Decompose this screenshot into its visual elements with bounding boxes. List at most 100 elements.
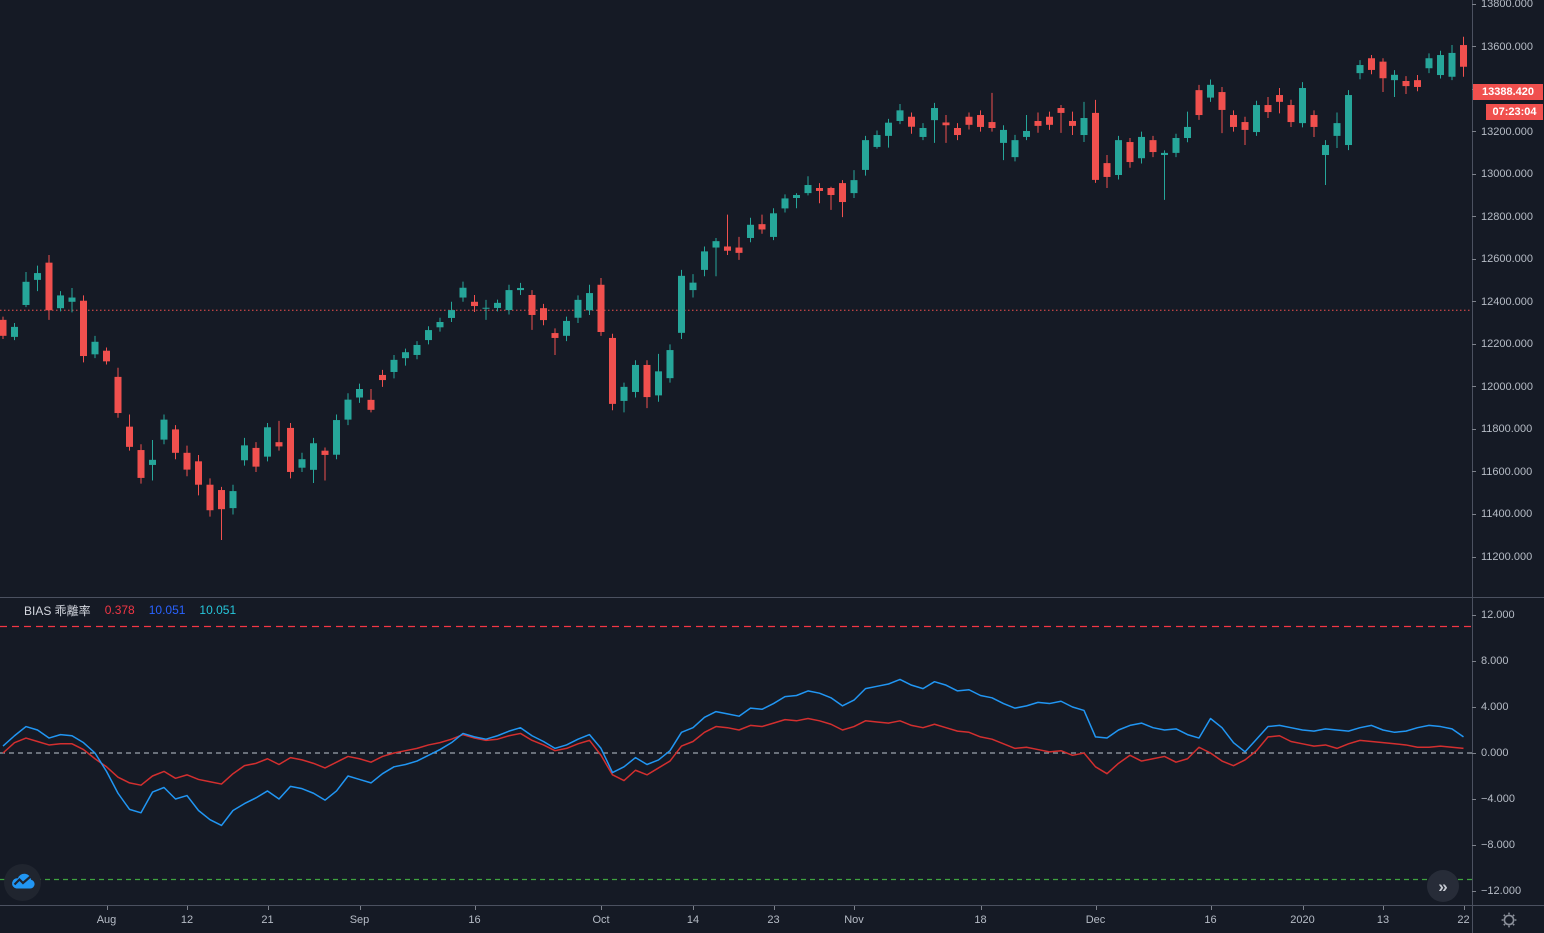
last-price-badge: 13388.420: [1473, 83, 1543, 100]
time-axis-tick: [1383, 906, 1384, 910]
candle: [471, 294, 478, 312]
price-axis-tick: [1472, 798, 1476, 800]
candle: [735, 236, 743, 260]
logo-cloud-icon: [12, 873, 35, 889]
price-axis-label: 12000.000: [1481, 380, 1533, 393]
candle: [275, 420, 283, 451]
price-axis-tick: [1472, 752, 1476, 754]
candle: [229, 484, 237, 515]
time-axis-label: Aug: [96, 914, 117, 926]
candle: [356, 383, 363, 403]
price-axis-label: 0.000: [1481, 747, 1509, 759]
candle: [91, 335, 99, 359]
bar-countdown-badge: 07:23:04: [1486, 103, 1543, 120]
candle: [954, 123, 961, 141]
candle: [114, 367, 122, 418]
candle: [425, 326, 432, 345]
time-axis-label: 22: [1457, 914, 1470, 926]
price-axis-tick: [1472, 3, 1476, 5]
time-axis-tick: [980, 906, 982, 910]
candle: [149, 440, 156, 481]
candle: [793, 193, 800, 209]
candle: [701, 246, 708, 277]
candle: [540, 303, 547, 326]
candlestick-pane[interactable]: [0, 0, 1472, 597]
settings-gear-icon[interactable]: [1499, 910, 1519, 930]
candle: [1276, 88, 1283, 114]
candle: [298, 452, 306, 472]
candle: [551, 328, 559, 355]
chart-logo-button[interactable]: [4, 864, 41, 901]
candle: [1149, 135, 1157, 158]
candle: [436, 317, 444, 332]
candle: [1425, 53, 1433, 74]
price-axis-border: [1472, 0, 1473, 933]
candle: [1322, 140, 1329, 186]
candle: [850, 170, 858, 198]
candle: [80, 295, 87, 363]
indicator-value-3: 10.051: [199, 603, 237, 617]
candle: [839, 180, 846, 218]
candle: [1115, 135, 1122, 180]
time-axis-tick: [693, 906, 694, 910]
price-axis-tick: [1472, 660, 1476, 662]
time-axis-label: 2020: [1290, 914, 1315, 926]
candle: [126, 414, 133, 451]
price-axis-tick: [1472, 471, 1476, 473]
candle: [11, 323, 18, 341]
candle: [402, 348, 409, 366]
time-axis-tick: [474, 906, 476, 910]
candle: [620, 382, 628, 413]
candle: [747, 217, 754, 243]
candle: [1287, 99, 1295, 127]
candle: [459, 281, 467, 302]
candle: [1391, 70, 1398, 97]
price-axis-label: −4.000: [1481, 793, 1515, 805]
indicator-legend: BIAS 乖離率 0.378 10.051 10.051: [24, 601, 236, 619]
candle: [1195, 84, 1203, 120]
candle: [1184, 111, 1191, 143]
price-axis-label: 4.000: [1481, 701, 1509, 713]
candle: [597, 277, 605, 336]
candle: [1126, 138, 1134, 168]
price-axis-tick: [1472, 513, 1476, 515]
collapse-indicator-button[interactable]: »: [1427, 870, 1459, 902]
candle: [287, 423, 294, 479]
candle: [724, 214, 731, 255]
time-axis-tick: [1463, 906, 1465, 910]
bias-indicator-pane[interactable]: [0, 597, 1472, 905]
candle: [609, 333, 616, 411]
candle: [977, 110, 984, 132]
indicator-value-1: 0.378: [104, 603, 135, 617]
candle: [0, 316, 7, 340]
candle: [413, 341, 421, 360]
time-axis-label: Oct: [592, 914, 610, 926]
price-axis-label: 12200.000: [1481, 338, 1533, 351]
candle: [195, 454, 202, 496]
candle: [517, 282, 524, 295]
candle: [1023, 115, 1030, 141]
price-axis-tick: [1472, 890, 1476, 892]
BIAS-blue-line: [2, 678, 1464, 827]
candle: [1414, 75, 1421, 92]
candle: [1138, 131, 1145, 164]
time-axis[interactable]: Aug 12 21 Sep 16 Oct 14 23 Nov 18 Dec 16 2020 13 22: [0, 906, 1544, 933]
price-axis-tick: [1472, 428, 1476, 430]
candle: [563, 316, 570, 342]
candle: [1299, 82, 1306, 128]
price-axis-tick: [1472, 216, 1476, 218]
price-axis-label: 12400.000: [1481, 295, 1533, 308]
candle: [344, 393, 352, 426]
price-axis-tick: [1472, 258, 1476, 260]
time-axis-label: 16: [1204, 914, 1217, 926]
pane-separator[interactable]: [0, 597, 1544, 598]
price-axis-label: 11800.000: [1481, 423, 1533, 436]
candle: [931, 102, 938, 143]
price-axis[interactable]: 13800.00013600.00013400.00013200.0001300…: [1472, 0, 1544, 905]
candle: [310, 437, 317, 484]
candle: [137, 444, 145, 484]
candle: [1046, 111, 1053, 130]
candle: [528, 290, 536, 330]
candle: [862, 135, 869, 176]
candle: [379, 369, 386, 387]
